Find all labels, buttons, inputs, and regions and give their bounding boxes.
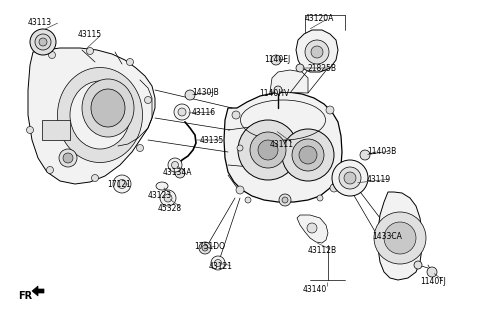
Circle shape [307, 223, 317, 233]
Circle shape [344, 172, 356, 184]
Circle shape [211, 256, 225, 270]
Circle shape [47, 167, 53, 173]
Circle shape [164, 194, 172, 202]
Polygon shape [296, 30, 338, 72]
Text: 1751DO: 1751DO [194, 242, 225, 251]
Text: 43113: 43113 [28, 18, 52, 27]
Circle shape [113, 175, 131, 193]
Circle shape [384, 222, 416, 254]
Ellipse shape [70, 81, 130, 149]
Circle shape [299, 146, 317, 164]
Circle shape [144, 96, 152, 104]
Circle shape [202, 245, 208, 251]
Polygon shape [297, 215, 328, 243]
Circle shape [232, 111, 240, 119]
Circle shape [282, 197, 288, 203]
Text: 43123: 43123 [148, 191, 172, 200]
Text: 43120A: 43120A [305, 14, 335, 23]
Text: 21825B: 21825B [308, 64, 337, 73]
Circle shape [245, 197, 251, 203]
Circle shape [178, 108, 186, 116]
Circle shape [48, 52, 56, 58]
Circle shape [127, 58, 133, 65]
Circle shape [174, 104, 190, 120]
Circle shape [185, 90, 195, 100]
Circle shape [311, 46, 323, 58]
Circle shape [282, 129, 334, 181]
Circle shape [160, 190, 176, 206]
Circle shape [250, 132, 286, 168]
Text: 45328: 45328 [158, 204, 182, 213]
Circle shape [274, 86, 282, 94]
Text: 43115: 43115 [78, 30, 102, 39]
Text: 11403B: 11403B [367, 147, 396, 156]
Circle shape [236, 186, 244, 194]
Circle shape [175, 168, 185, 178]
Circle shape [136, 144, 144, 151]
Circle shape [92, 174, 98, 181]
Text: 43135: 43135 [200, 136, 224, 145]
Circle shape [238, 120, 298, 180]
Circle shape [59, 149, 77, 167]
Text: 43116: 43116 [192, 108, 216, 117]
Text: 1140FJ: 1140FJ [420, 277, 446, 286]
Text: 43134A: 43134A [163, 168, 192, 177]
Text: 1140HV: 1140HV [259, 89, 289, 98]
Text: 1430JB: 1430JB [192, 88, 219, 97]
Ellipse shape [58, 68, 143, 162]
Text: 17121: 17121 [107, 180, 131, 189]
Text: 1433CA: 1433CA [372, 232, 402, 241]
Circle shape [86, 47, 94, 54]
Circle shape [360, 150, 370, 160]
Text: FR: FR [18, 291, 32, 301]
Circle shape [292, 139, 324, 171]
Polygon shape [42, 120, 70, 140]
Circle shape [258, 140, 278, 160]
Polygon shape [28, 48, 155, 184]
Circle shape [35, 34, 51, 50]
Circle shape [326, 106, 334, 114]
Circle shape [305, 40, 329, 64]
Polygon shape [32, 286, 44, 296]
Text: 43119: 43119 [367, 175, 391, 184]
Circle shape [30, 29, 56, 55]
Ellipse shape [156, 182, 168, 190]
Ellipse shape [82, 79, 134, 137]
Ellipse shape [91, 89, 125, 127]
Circle shape [237, 145, 243, 151]
Polygon shape [270, 70, 308, 93]
Circle shape [279, 194, 291, 206]
Circle shape [26, 126, 34, 133]
Circle shape [118, 179, 127, 189]
Circle shape [271, 55, 281, 65]
Circle shape [215, 259, 221, 266]
Polygon shape [224, 92, 342, 202]
Text: 43121: 43121 [209, 262, 233, 271]
Circle shape [317, 195, 323, 201]
Circle shape [296, 64, 304, 72]
Circle shape [199, 242, 211, 254]
Circle shape [63, 153, 73, 163]
Polygon shape [378, 192, 422, 280]
Text: 43140: 43140 [303, 285, 327, 294]
Circle shape [171, 161, 179, 168]
Circle shape [414, 261, 422, 269]
Circle shape [374, 212, 426, 264]
Circle shape [339, 167, 361, 189]
Text: 43111: 43111 [270, 140, 294, 149]
Circle shape [330, 184, 338, 192]
Text: 43112B: 43112B [308, 246, 337, 255]
Circle shape [168, 158, 182, 172]
Text: 1140EJ: 1140EJ [264, 55, 290, 64]
Circle shape [332, 160, 368, 196]
Circle shape [427, 267, 437, 277]
Circle shape [39, 38, 47, 46]
